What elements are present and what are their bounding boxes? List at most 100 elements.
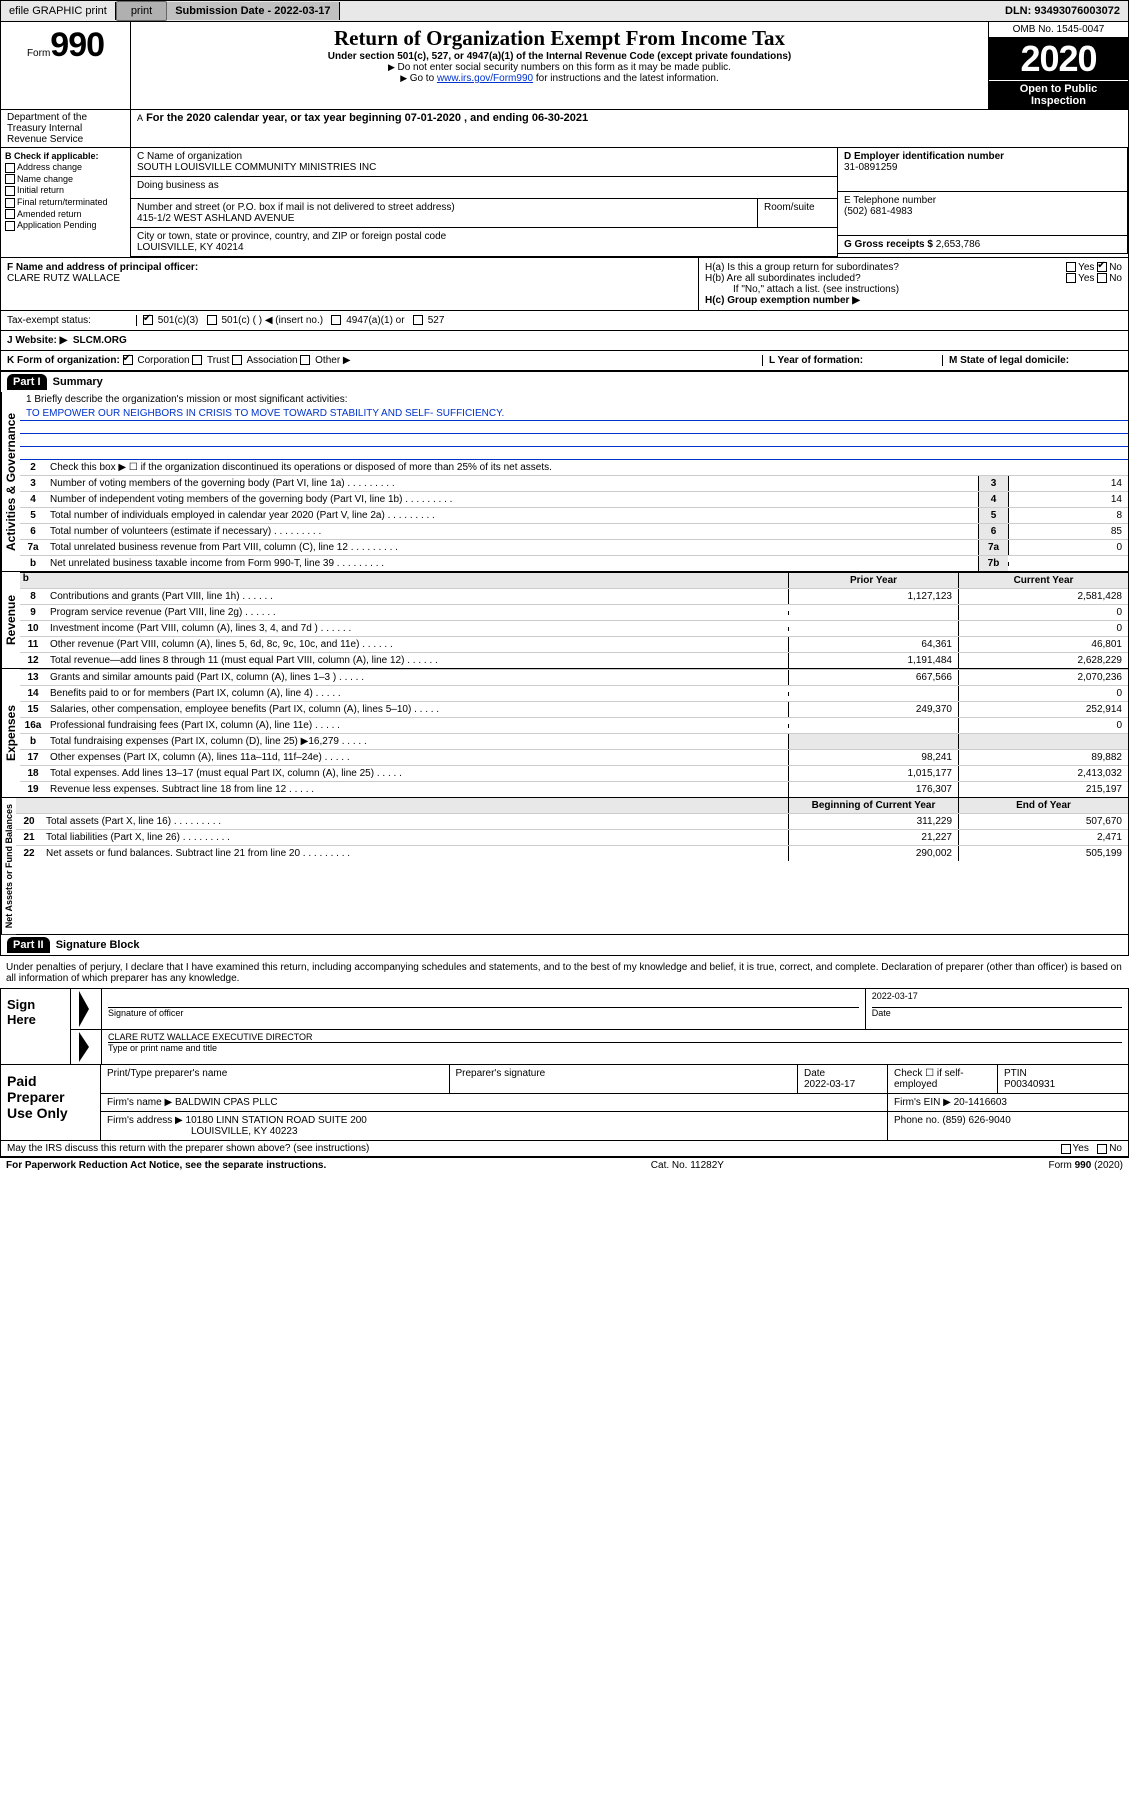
mission-blank3 xyxy=(20,447,1128,460)
gross-amount: 2,653,786 xyxy=(936,239,981,250)
sig-arrow xyxy=(71,989,102,1029)
opt-other[interactable]: Other ▶ xyxy=(315,355,350,366)
expenses-body: 13 Grants and similar amounts paid (Part… xyxy=(20,669,1128,797)
sign-here-content: Signature of officer 2022-03-17Date CLAR… xyxy=(71,989,1128,1064)
ptin-cell: PTINP00340931 xyxy=(998,1065,1128,1093)
sig-arrow2 xyxy=(71,1030,102,1064)
page-footer: For Paperwork Reduction Act Notice, see … xyxy=(0,1157,1129,1173)
form-number-box: Form990 xyxy=(1,22,131,109)
exp-line-17: 17 Other expenses (Part IX, column (A), … xyxy=(20,749,1128,765)
street-label: Number and street (or P.O. box if mail i… xyxy=(137,202,751,213)
hc-row: H(c) Group exemption number ▶ xyxy=(705,295,1122,306)
officer-label: F Name and address of principal officer: xyxy=(7,262,692,273)
rev-line-10: 10 Investment income (Part VIII, column … xyxy=(20,620,1128,636)
vlabel-rev: Revenue xyxy=(1,572,20,668)
dba-cell: Doing business as xyxy=(131,177,838,199)
opt-trust[interactable]: Trust xyxy=(207,355,229,366)
gov-line-3: 3 Number of voting members of the govern… xyxy=(20,475,1128,491)
dept-treasury: Department of the Treasury Internal Reve… xyxy=(1,110,131,147)
ein-label: D Employer identification number xyxy=(844,151,1121,162)
dba-label: Doing business as xyxy=(137,180,831,191)
year-formation: L Year of formation: xyxy=(762,355,942,366)
gov-line-7a: 7a Total unrelated business revenue from… xyxy=(20,539,1128,555)
rev-line-8: 8 Contributions and grants (Part VIII, l… xyxy=(20,588,1128,604)
netassets-section: Net Assets or Fund Balances Beginning of… xyxy=(1,798,1128,934)
paid-label: Paid Preparer Use Only xyxy=(1,1065,101,1140)
note-ssn: Do not enter social security numbers on … xyxy=(139,62,980,73)
vlabel-net: Net Assets or Fund Balances xyxy=(1,798,16,934)
phone-cell: E Telephone number (502) 681-4983 xyxy=(838,192,1128,236)
street-cell: Number and street (or P.O. box if mail i… xyxy=(131,199,758,228)
section-h: H(a) Is this a group return for subordin… xyxy=(698,258,1128,310)
revenue-section: Revenue b Prior Year Current Year 8 Cont… xyxy=(1,572,1128,669)
prior-year-header: Prior Year xyxy=(788,573,958,588)
title-box: Return of Organization Exempt From Incom… xyxy=(131,22,988,109)
gross-label: G Gross receipts $ xyxy=(844,239,936,250)
note2-suffix: for instructions and the latest informat… xyxy=(533,73,719,84)
dln: DLN: 93493076003072 xyxy=(997,2,1128,20)
section-f: F Name and address of principal officer:… xyxy=(1,258,698,310)
part1-title-row: Part I Summary xyxy=(1,372,1128,392)
opt-corp[interactable]: Corporation xyxy=(137,355,189,366)
gross-cell: G Gross receipts $ 2,653,786 xyxy=(838,236,1128,254)
irs-link[interactable]: www.irs.gov/Form990 xyxy=(437,73,533,84)
exp-line-15: 15 Salaries, other compensation, employe… xyxy=(20,701,1128,717)
net-headers: Beginning of Current Year End of Year xyxy=(16,798,1128,813)
sign-here-label: Sign Here xyxy=(1,989,71,1064)
sig-name-cell: CLARE RUTZ WALLACE EXECUTIVE DIRECTORTyp… xyxy=(102,1030,1128,1064)
part2-title-row: Part II Signature Block xyxy=(1,935,1128,955)
mission-label: 1 Briefly describe the organization's mi… xyxy=(20,392,1128,407)
sig-date-cell: 2022-03-17Date xyxy=(866,989,1128,1029)
prep-date-cell: Date2022-03-17 xyxy=(798,1065,888,1093)
form-word: Form xyxy=(27,48,50,59)
part2-badge: Part II xyxy=(7,937,50,953)
exp-line-16a: 16a Professional fundraising fees (Part … xyxy=(20,717,1128,733)
discuss-opts[interactable]: Yes No xyxy=(1061,1143,1122,1154)
tax-status-opts: 501(c)(3) 501(c) ( ) ◀ (insert no.) 4947… xyxy=(137,315,1122,326)
chk-final-return[interactable]: Final return/terminated xyxy=(5,197,126,208)
opt-527[interactable]: 527 xyxy=(428,315,445,326)
part1: Part I Summary Activities & Governance 1… xyxy=(0,371,1129,935)
exp-line-b: b Total fundraising expenses (Part IX, c… xyxy=(20,733,1128,749)
expenses-section: Expenses 13 Grants and similar amounts p… xyxy=(1,669,1128,798)
chk-name-change[interactable]: Name change xyxy=(5,174,126,185)
exp-line-14: 14 Benefits paid to or for members (Part… xyxy=(20,685,1128,701)
k-label: K Form of organization: xyxy=(7,355,120,366)
exp-line-18: 18 Total expenses. Add lines 13–17 (must… xyxy=(20,765,1128,781)
net-line-20: 20 Total assets (Part X, line 16) . . . … xyxy=(16,813,1128,829)
chk-address-change[interactable]: Address change xyxy=(5,162,126,173)
rev-line-9: 9 Program service revenue (Part VIII, li… xyxy=(20,604,1128,620)
firm-ein-cell: Firm's EIN ▶ 20-1416603 xyxy=(888,1094,1128,1111)
exp-line-19: 19 Revenue less expenses. Subtract line … xyxy=(20,781,1128,797)
chk-amended[interactable]: Amended return xyxy=(5,209,126,220)
governance-section: Activities & Governance 1 Briefly descri… xyxy=(1,392,1128,572)
k-row: K Form of organization: Corporation Trus… xyxy=(0,351,1129,371)
org-name-cell: C Name of organization SOUTH LOUISVILLE … xyxy=(131,148,838,177)
print-button[interactable]: print xyxy=(116,1,167,21)
opt-4947[interactable]: 4947(a)(1) or xyxy=(346,315,404,326)
dept-row: Department of the Treasury Internal Reve… xyxy=(0,110,1129,148)
paid-preparer-table: Paid Preparer Use Only Print/Type prepar… xyxy=(0,1065,1129,1141)
governance-body: 1 Briefly describe the organization's mi… xyxy=(20,392,1128,571)
line-2: 2Check this box ▶ ☐ if the organization … xyxy=(20,460,1128,475)
chk-pending[interactable]: Application Pending xyxy=(5,220,126,231)
eoy-header: End of Year xyxy=(958,798,1128,813)
section-b: B Check if applicable: Address change Na… xyxy=(1,148,131,257)
main-title: Return of Organization Exempt From Incom… xyxy=(139,26,980,51)
opt-501c3[interactable]: 501(c)(3) xyxy=(158,315,199,326)
chk-initial-return[interactable]: Initial return xyxy=(5,185,126,196)
gov-line-b: b Net unrelated business taxable income … xyxy=(20,555,1128,571)
mission-blank2 xyxy=(20,434,1128,447)
signature-block: Under penalties of perjury, I declare th… xyxy=(0,960,1129,1157)
opt-assoc[interactable]: Association xyxy=(246,355,297,366)
exp-line-13: 13 Grants and similar amounts paid (Part… xyxy=(20,669,1128,685)
opt-501c[interactable]: 501(c) ( ) ◀ (insert no.) xyxy=(221,315,323,326)
firm-phone-cell: Phone no. (859) 626-9040 xyxy=(888,1112,1128,1140)
prep-sig-label: Preparer's signature xyxy=(450,1065,799,1093)
open-inspection: Open to Public Inspection xyxy=(989,80,1128,109)
ein-cell: D Employer identification number 31-0891… xyxy=(838,148,1128,192)
part2: Part II Signature Block xyxy=(0,935,1129,956)
self-emp[interactable]: Check ☐ if self-employed xyxy=(888,1065,998,1093)
rev-line-11: 11 Other revenue (Part VIII, column (A),… xyxy=(20,636,1128,652)
netassets-body: Beginning of Current Year End of Year 20… xyxy=(16,798,1128,934)
